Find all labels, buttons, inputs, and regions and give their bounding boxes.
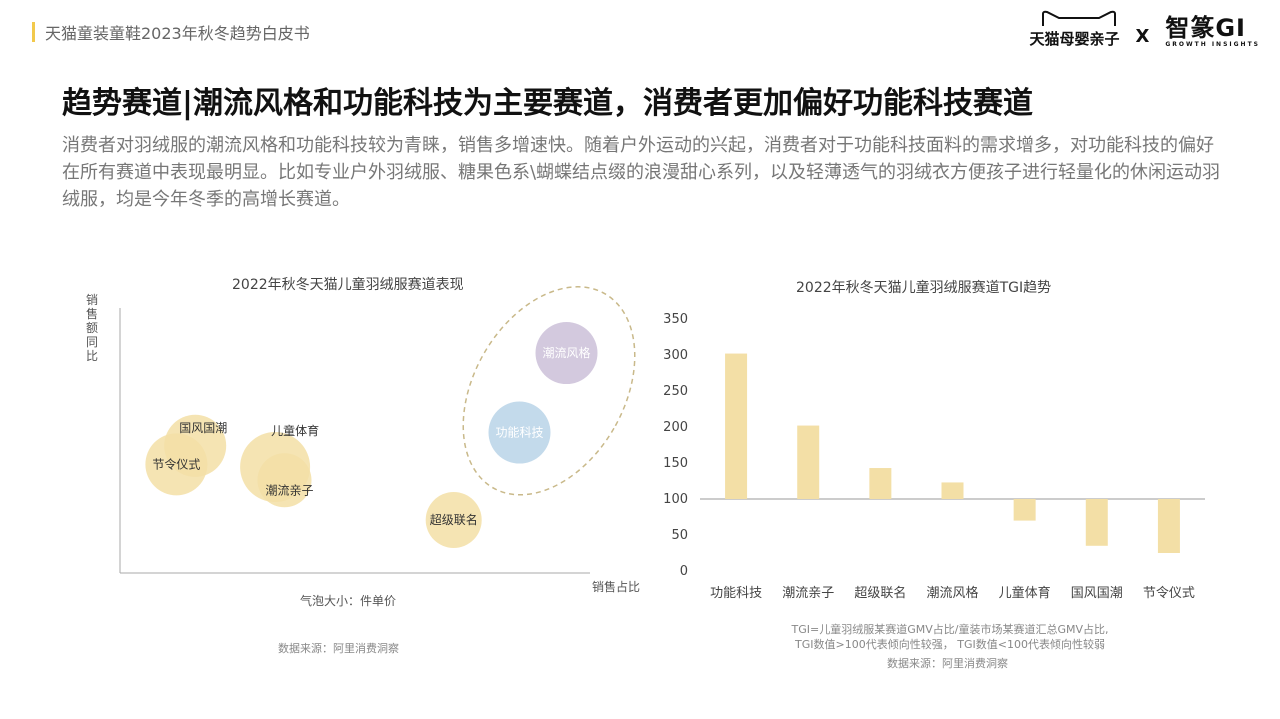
bubble-超级联名	[425, 492, 482, 548]
tgi-note-line1: TGI=儿童羽绒服某赛道GMV占比/童装市场某赛道汇总GMV占比,	[791, 623, 1109, 636]
bubble-chart-source: 数据来源：阿里消费洞察	[278, 642, 399, 655]
doc-title: 天猫童装童鞋2023年秋冬趋势白皮书	[45, 24, 310, 43]
header-accent-bar	[32, 22, 35, 42]
y-tick-label: 100	[663, 492, 688, 507]
tgi-bar-chart: 0 50 100 150 200 250 300 350 功能科技 潮流亲子 超级联名 潮流风格 儿童体…	[663, 312, 1205, 601]
bubble-y-axis-label: 销售额同比	[86, 293, 98, 363]
bubble-label: 潮流亲子	[265, 482, 313, 497]
bubble-潮流风格	[535, 322, 598, 385]
logo-group: 天猫母婴亲子 X 智篆GI GROWTH INSIGHTS	[1029, 10, 1260, 49]
tgi-bar-儿童体育	[1013, 499, 1036, 521]
x-category-label: 儿童体育	[999, 585, 1051, 601]
tgi-bar-超级联名	[869, 468, 892, 499]
tmall-logo: 天猫母婴亲子	[1029, 10, 1120, 49]
tgi-definition-note: TGI=儿童羽绒服某赛道GMV占比/童装市场某赛道汇总GMV占比, TGI数值>…	[700, 622, 1200, 652]
bubble-size-note: 气泡大小：件单价	[300, 594, 397, 608]
highlight-group-ellipse	[462, 286, 636, 496]
x-category-label: 超级联名	[854, 585, 906, 601]
y-tick-label: 150	[663, 456, 688, 471]
y-tick-label: 200	[663, 420, 688, 435]
page-headline: 趋势赛道|潮流风格和功能科技为主要赛道，消费者更加偏好功能科技赛道	[62, 86, 1033, 121]
doc-header: 天猫童装童鞋2023年秋冬趋势白皮书	[32, 20, 310, 44]
bubble-label: 儿童体育	[271, 423, 319, 438]
tgi-bar-潮流风格	[941, 482, 964, 499]
bubble-功能科技	[488, 401, 551, 464]
x-category-label: 国风国潮	[1071, 586, 1123, 601]
tgi-bar-节令仪式	[1157, 499, 1180, 553]
bubble-潮流亲子	[257, 453, 312, 508]
bubble-chart-title: 2022年秋冬天猫儿童羽绒服赛道表现	[232, 277, 464, 293]
gi-logo-subtext: GROWTH INSIGHTS	[1165, 41, 1260, 48]
collab-cross: X	[1135, 26, 1150, 47]
tmall-cat-head-icon	[1042, 10, 1117, 26]
tgi-chart-title: 2022年秋冬天猫儿童羽绒服赛道TGI趋势	[796, 280, 1052, 296]
tgi-bar-潮流亲子	[797, 425, 820, 499]
y-tick-label: 300	[663, 348, 688, 363]
x-category-label: 功能科技	[710, 586, 762, 601]
gi-logo: 智篆GI GROWTH INSIGHTS	[1165, 15, 1260, 48]
x-category-label: 潮流风格	[926, 585, 978, 601]
bubble-label: 国风国潮	[179, 420, 227, 435]
bubble-label: 功能科技	[495, 426, 543, 440]
bubble-label: 潮流风格	[542, 345, 590, 360]
page-description: 消费者对羽绒服的潮流风格和功能科技较为青睐，销售多增速快。随着户外运动的兴起，消…	[62, 135, 1221, 210]
tgi-bar-国风国潮	[1085, 499, 1108, 546]
y-tick-label: 0	[680, 564, 688, 579]
y-tick-label: 250	[663, 384, 688, 399]
x-category-label: 潮流亲子	[782, 586, 834, 601]
tgi-bar-功能科技	[725, 353, 748, 499]
bubble-label: 节令仪式	[152, 456, 200, 471]
bubble-label: 超级联名	[430, 512, 478, 527]
tmall-logo-text: 天猫母婴亲子	[1029, 30, 1120, 48]
x-category-label: 节令仪式	[1143, 586, 1195, 601]
gi-logo-text: 智篆GI	[1165, 14, 1246, 42]
y-tick-label: 350	[663, 312, 688, 327]
tgi-note-line2: TGI数值>100代表倾向性较强， TGI数值<100代表倾向性较弱	[795, 638, 1105, 651]
y-tick-label: 50	[671, 528, 688, 543]
tgi-chart-source: 数据来源：阿里消费洞察	[887, 657, 1008, 670]
bubble-x-axis-label: 销售占比	[592, 579, 640, 594]
bubble-国风国潮	[164, 414, 227, 477]
